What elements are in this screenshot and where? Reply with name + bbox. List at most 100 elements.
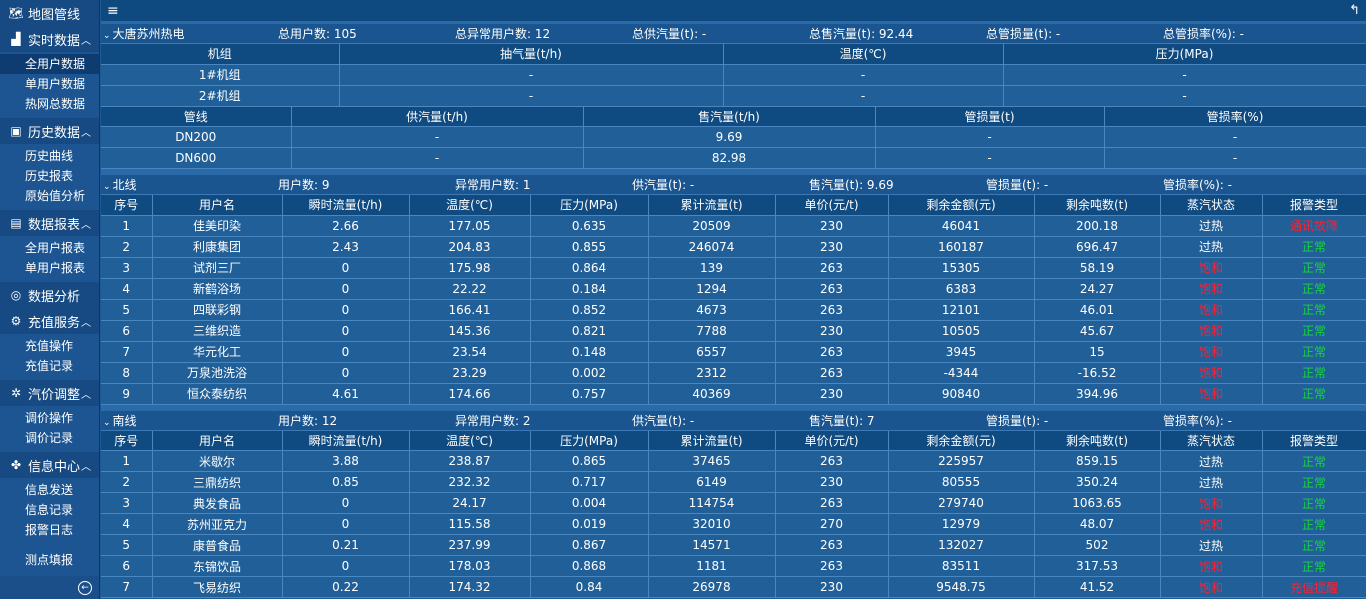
fan-icon: ✤ (10, 458, 22, 472)
map-icon: 🗺 (8, 6, 24, 20)
plant-summary[interactable]: ⌄ 大唐苏州热电 总用户数: 105 总异常用户数: 12 总供汽量(t): - 总售汽量… (101, 24, 1366, 44)
table-row[interactable]: 3 典发食品 0 24.17 0.004 114754 263 279740 1063.65 饱和… (101, 492, 1366, 514)
table-cell: 178.03 (409, 555, 531, 577)
line-summary[interactable]: ⌄ 南线 用户数: 12 异常用户数: 2 供汽量(t): - 售汽量(t): 7 管损量(… (101, 410, 1366, 433)
table-row[interactable]: 3 试剂三厂 0 175.98 0.864 139 263 15305 58.19 饱和 正常 (101, 257, 1366, 279)
sidebar-item[interactable]: 历史曲线 (0, 146, 99, 166)
table-row[interactable]: 4 苏州亚克力 0 115.58 0.019 32010 270 12979 48.07 饱和 正常 (101, 513, 1366, 535)
table-cell: 0.21 (282, 534, 410, 556)
chevron-down-icon[interactable]: ⌄ (103, 417, 111, 428)
table-cell: 230 (775, 471, 889, 493)
column-header: 瞬时流量(t/h) (282, 430, 410, 451)
section-title[interactable]: ⌄ 大唐苏州热电 (101, 24, 278, 46)
table-row[interactable]: 4 新鹤浴场 0 22.22 0.184 1294 263 6383 24.27 饱和 正常 (101, 278, 1366, 300)
menu-icon[interactable]: ≡ (107, 3, 119, 19)
sidebar-item[interactable]: 充值操作 (0, 336, 99, 356)
table-cell: - (875, 126, 1105, 148)
sidebar-item[interactable]: 单用户数据 (0, 74, 99, 94)
table-row[interactable]: 7 飞易纺织 0.22 174.32 0.84 26978 230 9548.75 41.52 饱… (101, 576, 1366, 598)
table-row[interactable]: 5 四联彩钢 0 166.41 0.852 4673 263 12101 46.01 饱和 正常 (101, 299, 1366, 321)
chevron-up-icon[interactable]: ︿ (81, 317, 91, 329)
sidebar-group-1[interactable]: ▟ 实时数据 ︿ (0, 26, 99, 52)
sidebar-group-0[interactable]: 🗺 地图管线 (0, 0, 99, 26)
table-cell: 263 (775, 278, 889, 300)
line-summary[interactable]: ⌄ 北线 用户数: 9 异常用户数: 1 供汽量(t): - 售汽量(t): 9.69 管损… (101, 175, 1366, 195)
table-cell: 48.07 (1034, 513, 1161, 535)
table-cell: 0.004 (530, 492, 649, 514)
summary-stat: 售汽量(t): 9.69 (809, 178, 894, 192)
sidebar-item[interactable]: 单用户报表 (0, 258, 99, 278)
sidebar-group-6[interactable]: ✲ 汽价调整 ︿ (0, 380, 99, 406)
sidebar-item[interactable]: 原始值分析 (0, 186, 99, 206)
table-cell: 24.17 (409, 492, 531, 514)
column-header: 用户名 (152, 430, 283, 451)
chevron-down-icon[interactable]: ⌄ (103, 182, 111, 192)
collapse-sidebar-icon[interactable]: ← (78, 581, 92, 595)
column-header: 管损率(%) (1104, 106, 1366, 127)
table-row[interactable]: DN600-82.98- - (101, 147, 1366, 169)
sidebar-item[interactable]: 热网总数据 (0, 94, 99, 114)
summary-stat: 售汽量(t): 7 (809, 413, 875, 428)
table-cell: 114754 (648, 492, 776, 514)
sidebar-group-5[interactable]: ⚙ 充值服务 ︿ (0, 308, 99, 334)
column-header: 温度(℃) (409, 195, 531, 216)
table-cell: 26978 (648, 576, 776, 598)
chevron-up-icon[interactable]: ︿ (81, 389, 91, 401)
line-section: ⌄ 北线 用户数: 9 异常用户数: 1 供汽量(t): - 售汽量(t): 9.69 管损… (101, 175, 1366, 405)
chevron-down-icon[interactable]: ⌄ (103, 31, 111, 41)
sidebar-group-3[interactable]: ▤ 数据报表 ︿ (0, 210, 99, 236)
summary-stat: 总管损率(%): - (1163, 27, 1244, 41)
table-row[interactable]: DN200-9.69- - (101, 126, 1366, 148)
table-cell: 新鹤浴场 (152, 278, 283, 300)
chevron-up-icon[interactable]: ︿ (81, 461, 91, 473)
table-cell: 20509 (648, 215, 776, 237)
table-cell: 正常 (1262, 450, 1366, 472)
table-cell: 0 (282, 341, 410, 363)
column-header: 序号 (101, 430, 153, 451)
table-row[interactable]: 6 东锦饮品 0 178.03 0.868 1181 263 83511 317.53 饱和 正常 (101, 555, 1366, 577)
chevron-up-icon[interactable]: ︿ (81, 127, 91, 139)
table-row[interactable]: 6 三维织造 0 145.36 0.821 7788 230 10505 45.67 饱和 正常 (101, 320, 1366, 342)
table-row[interactable]: 5 康普食品 0.21 237.99 0.867 14571 263 132027 502 过热正… (101, 534, 1366, 556)
sidebar-sublist: 调价操作 调价记录 (0, 406, 99, 452)
sidebar-group-2[interactable]: ▣ 历史数据 ︿ (0, 118, 99, 144)
table-cell: 四联彩钢 (152, 299, 283, 321)
sidebar-item[interactable]: 信息发送 (0, 480, 99, 500)
sidebar-item[interactable]: 调价记录 (0, 428, 99, 448)
table-row[interactable]: 2#机组 - - - (101, 85, 1366, 107)
table-cell: 263 (775, 555, 889, 577)
chevron-up-icon[interactable]: ︿ (81, 219, 91, 231)
sidebar-item[interactable]: 全用户数据 (0, 54, 99, 74)
table-row[interactable]: 1 米歇尔 3.88 238.87 0.865 37465 263 225957 859.15 过… (101, 450, 1366, 472)
table-row[interactable]: 7 华元化工 0 23.54 0.148 6557 263 3945 15 饱和 正常 (101, 341, 1366, 363)
back-arrow-icon[interactable]: ↰ (1349, 3, 1360, 18)
table-cell: 饱和 (1160, 257, 1263, 279)
table-row[interactable]: 1 佳美印染 2.66 177.05 0.635 20509 230 46041 200.18 过… (101, 215, 1366, 237)
sidebar-group-7[interactable]: ✤ 信息中心 ︿ (0, 452, 99, 478)
sidebar-item[interactable]: 全用户报表 (0, 238, 99, 258)
table-cell: 175.98 (409, 257, 531, 279)
table-cell: - (1104, 147, 1366, 169)
sidebar-item[interactable]: 充值记录 (0, 356, 99, 376)
section-title[interactable]: ⌄ 南线 (101, 411, 278, 433)
sidebar-item[interactable]: 调价操作 (0, 408, 99, 428)
table-row[interactable]: 8 万泉池洗浴 0 23.29 0.002 2312 263 -4344 -16.52 饱和 正常 (101, 362, 1366, 384)
chevron-up-icon[interactable]: ︿ (81, 35, 91, 47)
table-row[interactable]: 9 恒众泰纺织 4.61 174.66 0.757 40369 230 90840 394.96… (101, 383, 1366, 405)
table-cell: 9 (101, 383, 153, 405)
table-cell: 饱和 (1160, 299, 1263, 321)
table-row[interactable]: 2 利康集团 2.43 204.83 0.855 246074 230 160187 696.4… (101, 236, 1366, 258)
table-cell: 145.36 (409, 320, 531, 342)
table-cell: 90840 (888, 383, 1035, 405)
sidebar-sublist: 历史曲线 历史报表 原始值分析 (0, 144, 99, 210)
section-title[interactable]: ⌄ 北线 (101, 175, 278, 197)
sidebar-item[interactable]: 报警日志 (0, 520, 99, 540)
sidebar-item[interactable]: 历史报表 (0, 166, 99, 186)
sidebar-group-4[interactable]: ◎ 数据分析 (0, 282, 99, 308)
summary-stat: 总异常用户数: 12 (455, 27, 551, 41)
table-row[interactable]: 2 三鼎纺织 0.85 232.32 0.717 6149 230 80555 350.24 过热… (101, 471, 1366, 493)
sidebar-item[interactable]: 信息记录 (0, 500, 99, 520)
table-row[interactable]: 1#机组 - - - (101, 64, 1366, 86)
sidebar-item[interactable]: 测点填报 (0, 550, 99, 570)
table-cell: 充值提醒 (1262, 576, 1366, 598)
